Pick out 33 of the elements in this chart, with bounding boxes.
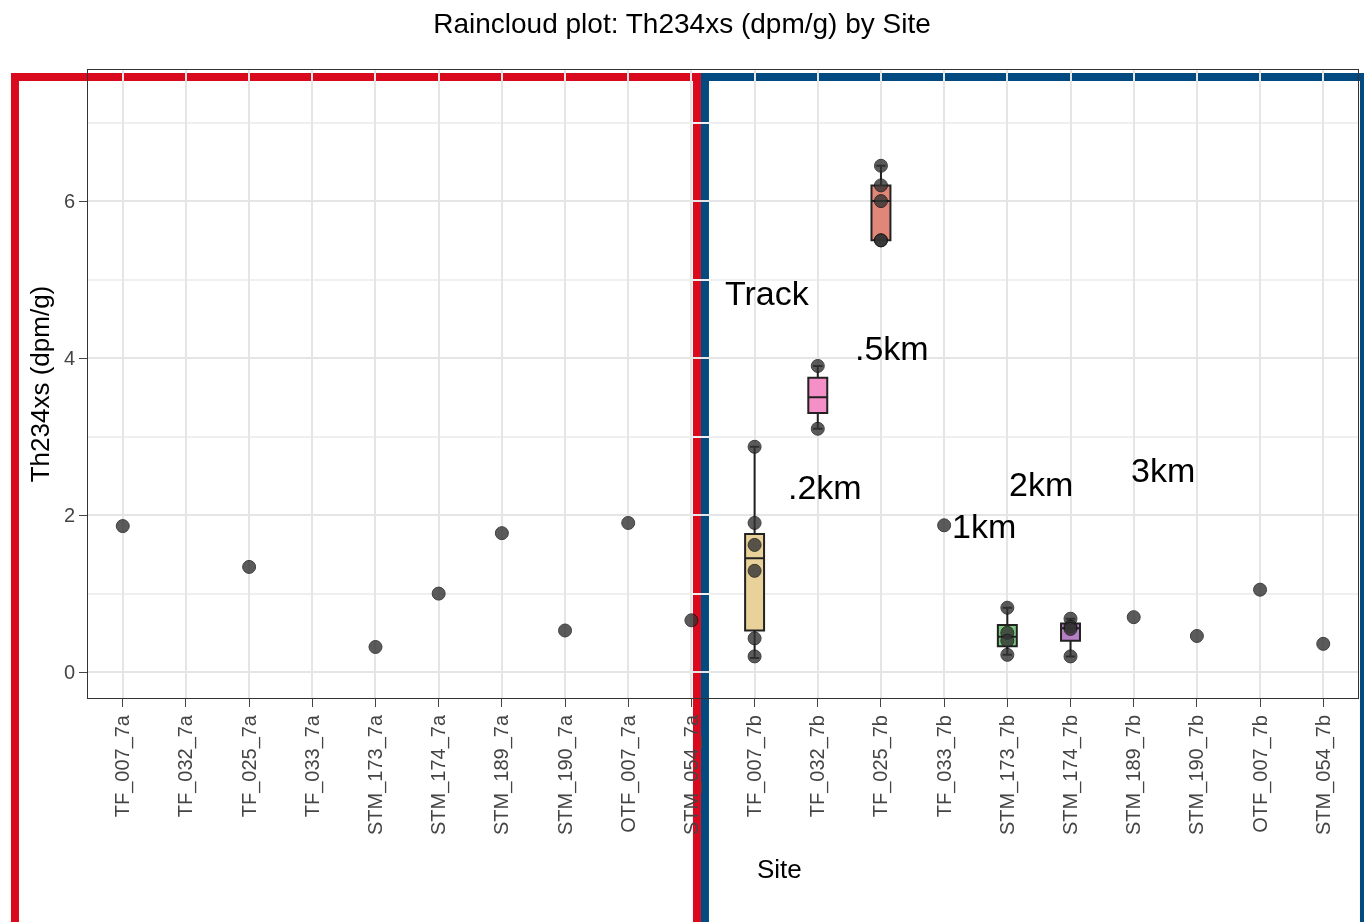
x-tick-label: TF_025_7a bbox=[237, 714, 261, 818]
x-tick-label: STM_174_7b bbox=[1059, 715, 1083, 836]
x-tick-label: STM_173_7b bbox=[995, 715, 1019, 836]
x-tick-label: STM_190_7a bbox=[553, 714, 577, 836]
x-tick-label: STM_054_7a bbox=[679, 714, 703, 836]
y-tick-label: 6 bbox=[63, 190, 75, 213]
x-tick-label: STM_173_7a bbox=[363, 714, 387, 836]
annotation: 3km bbox=[1131, 451, 1196, 489]
annotation: 2km bbox=[1009, 465, 1074, 503]
x-tick-label: OTF_007_7a bbox=[616, 714, 640, 833]
x-tick-label: TF_032_7b bbox=[806, 715, 830, 818]
x-tick-label: STM_174_7a bbox=[427, 714, 451, 836]
x-tick-label: TF_033_7a bbox=[300, 714, 324, 818]
annotation: .2km bbox=[788, 468, 862, 506]
x-tick-label: STM_054_7b bbox=[1311, 715, 1335, 836]
x-tick-label: TF_007_7b bbox=[743, 715, 767, 818]
chart-title: Raincloud plot: Th234xs (dpm/g) by Site bbox=[433, 8, 931, 40]
x-tick-label: STM_189_7b bbox=[1122, 715, 1146, 836]
x-tick-label: STM_190_7b bbox=[1185, 715, 1209, 836]
annotation: 1km bbox=[952, 507, 1017, 545]
y-axis-title: Th234xs (dpm/g) bbox=[25, 285, 56, 483]
x-tick-label: OTF_007_7b bbox=[1248, 715, 1272, 833]
x-tick-label: TF_007_7a bbox=[111, 714, 135, 818]
y-tick-label: 4 bbox=[63, 347, 75, 370]
annotation: Track bbox=[725, 274, 810, 312]
x-axis-title: Site bbox=[757, 854, 802, 884]
x-tick-label: TF_032_7a bbox=[174, 714, 198, 818]
x-tick-label: TF_033_7b bbox=[932, 715, 956, 818]
annotation: .5km bbox=[855, 329, 929, 367]
x-tick-label: TF_025_7b bbox=[869, 715, 893, 818]
x-tick-label: STM_189_7a bbox=[490, 714, 514, 836]
y-tick-label: 2 bbox=[63, 504, 75, 527]
y-tick-label: 0 bbox=[63, 661, 75, 684]
